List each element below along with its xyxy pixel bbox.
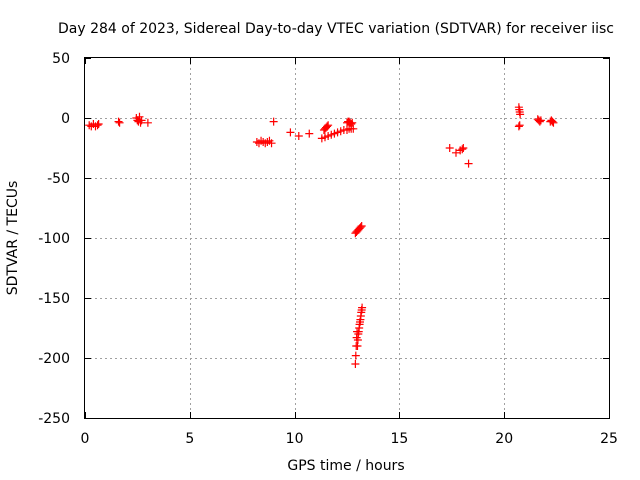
data-point — [305, 129, 314, 138]
data-point — [358, 303, 367, 312]
chart-title: Day 284 of 2023, Sidereal Day-to-day VTE… — [58, 21, 614, 37]
y-tick-label: -100 — [38, 231, 70, 247]
data-point — [451, 148, 460, 157]
data-point — [356, 223, 365, 232]
data-point — [351, 360, 360, 368]
data-point — [137, 116, 146, 125]
x-tick-label: 5 — [185, 431, 194, 447]
x-tick-label: 10 — [286, 431, 304, 447]
x-tick-label: 20 — [495, 431, 513, 447]
data-point — [143, 118, 152, 127]
data-point — [269, 117, 278, 126]
data-point — [459, 144, 468, 152]
y-tick-label: -200 — [38, 351, 70, 367]
data-point — [536, 116, 545, 125]
data-point — [286, 128, 295, 137]
data-point — [458, 145, 467, 154]
data-point — [93, 121, 102, 130]
x-tick-label: 0 — [81, 431, 90, 447]
data-point — [294, 132, 303, 140]
y-tick-label: -50 — [47, 171, 70, 187]
y-axis-label: SDTVAR / TECUs — [5, 181, 21, 296]
axis-ticks: 0 5 10 15 20 25 -250 -200 -150 -100 -50 0 50 — [38, 51, 618, 447]
grid-lines — [85, 58, 609, 418]
data-point — [347, 120, 356, 128]
data-point — [357, 222, 366, 230]
x-axis-label: GPS time / hours — [287, 458, 404, 474]
y-tick-label: 50 — [52, 51, 70, 67]
y-tick-label: 0 — [61, 111, 70, 127]
data-point — [115, 118, 124, 127]
data-point — [549, 118, 558, 127]
x-tick-label: 15 — [390, 431, 408, 447]
data-point — [445, 144, 454, 152]
data-point — [323, 122, 332, 131]
data-point — [94, 120, 103, 128]
data-point — [548, 117, 557, 126]
data-point — [267, 139, 276, 148]
data-point — [535, 117, 544, 126]
data-point — [514, 122, 523, 131]
y-tick-label: -250 — [38, 411, 70, 427]
data-point — [349, 124, 358, 133]
data-points — [85, 103, 558, 368]
y-tick-label: -150 — [38, 291, 70, 307]
data-point — [516, 110, 525, 119]
data-point — [348, 118, 357, 127]
plot-area-border — [84, 57, 610, 419]
data-point — [114, 117, 123, 126]
data-point — [263, 138, 272, 146]
x-tick-label: 25 — [600, 431, 618, 447]
data-point — [85, 121, 94, 130]
data-point — [515, 121, 524, 130]
data-point — [464, 159, 473, 168]
data-point — [324, 121, 333, 130]
data-point — [351, 351, 360, 360]
